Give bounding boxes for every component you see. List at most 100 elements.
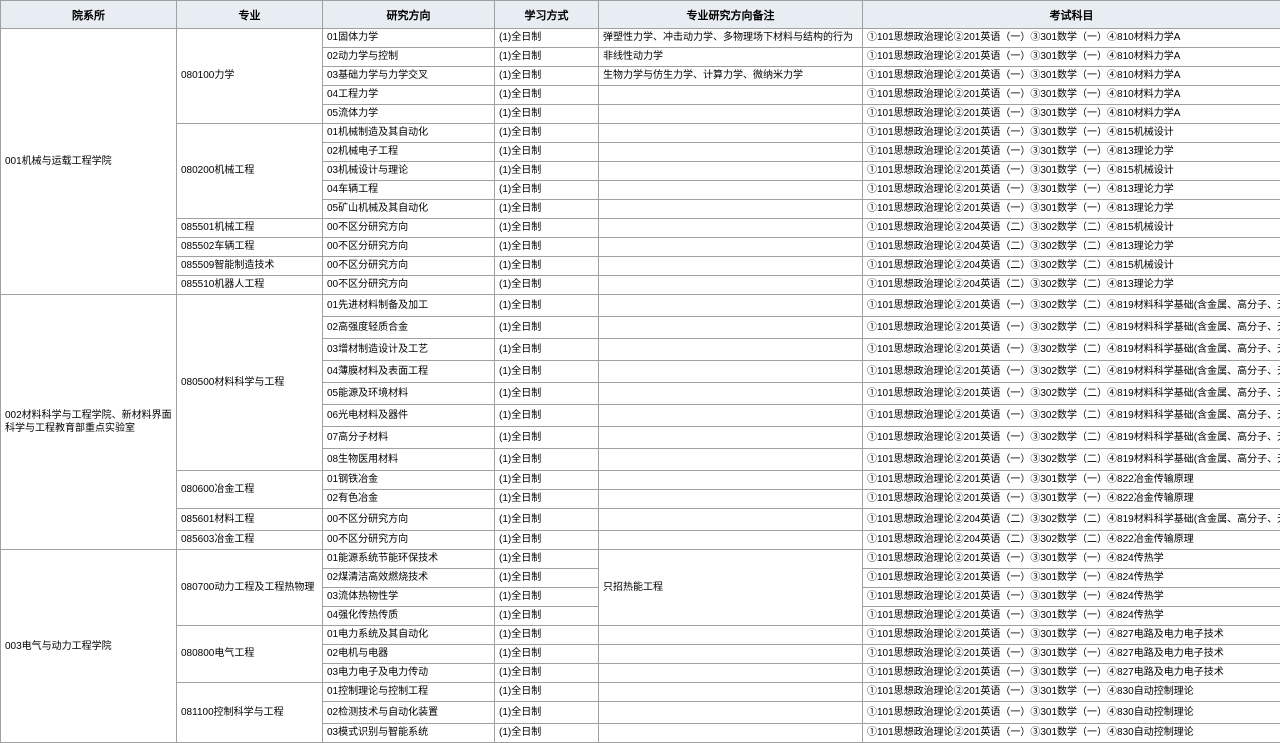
cell: 04薄膜材料及表面工程 bbox=[323, 361, 495, 383]
cell: 07高分子材料 bbox=[323, 427, 495, 449]
cell: 085502车辆工程 bbox=[177, 238, 323, 257]
cell: (1)全日制 bbox=[495, 683, 599, 702]
table-row: 085502车辆工程00不区分研究方向(1)全日制①101思想政治理论②204英… bbox=[1, 238, 1280, 257]
cell: 01电力系统及其自动化 bbox=[323, 626, 495, 645]
cell: (1)全日制 bbox=[495, 724, 599, 743]
cell: ①101思想政治理论②204英语（二）③302数学（二）④813理论力学 bbox=[863, 238, 1280, 257]
cell: (1)全日制 bbox=[495, 29, 599, 48]
cell bbox=[599, 295, 863, 317]
cell: 03基础力学与力学交叉 bbox=[323, 67, 495, 86]
table-row: 080200机械工程01机械制造及其自动化(1)全日制①101思想政治理论②20… bbox=[1, 124, 1280, 143]
cell: (1)全日制 bbox=[495, 86, 599, 105]
cell: 080500材料科学与工程 bbox=[177, 295, 323, 471]
cell: ①101思想政治理论②201英语（一）③301数学（一）④822冶金传输原理 bbox=[863, 471, 1280, 490]
cell: ①101思想政治理论②201英语（一）③301数学（一）④813理论力学 bbox=[863, 200, 1280, 219]
cell bbox=[599, 361, 863, 383]
cell: 00不区分研究方向 bbox=[323, 238, 495, 257]
cell bbox=[599, 702, 863, 724]
cell: ①101思想政治理论②201英语（一）③302数学（二）④819材料科学基础(含… bbox=[863, 449, 1280, 471]
cell: 02煤清洁高效燃烧技术 bbox=[323, 569, 495, 588]
cell bbox=[599, 490, 863, 509]
cell: ①101思想政治理论②201英语（一）③301数学（一）④810材料力学A bbox=[863, 86, 1280, 105]
col-header-1: 专业 bbox=[177, 1, 323, 29]
cell bbox=[599, 162, 863, 181]
cell: 03机械设计与理论 bbox=[323, 162, 495, 181]
cell: ①101思想政治理论②201英语（一）③301数学（一）④827电路及电力电子技… bbox=[863, 626, 1280, 645]
cell bbox=[599, 105, 863, 124]
cell bbox=[599, 683, 863, 702]
cell: (1)全日制 bbox=[495, 626, 599, 645]
cell: 05矿山机械及其自动化 bbox=[323, 200, 495, 219]
cell: 03流体热物性学 bbox=[323, 588, 495, 607]
cell: ①101思想政治理论②201英语（一）③302数学（二）④819材料科学基础(含… bbox=[863, 295, 1280, 317]
cell bbox=[599, 724, 863, 743]
cell: (1)全日制 bbox=[495, 588, 599, 607]
cell: ①101思想政治理论②201英语（一）③301数学（一）④813理论力学 bbox=[863, 143, 1280, 162]
cell: 02机械电子工程 bbox=[323, 143, 495, 162]
cell: ①101思想政治理论②201英语（一）③301数学（一）④822冶金传输原理 bbox=[863, 490, 1280, 509]
cell bbox=[599, 257, 863, 276]
cell: ①101思想政治理论②201英语（一）③301数学（一）④827电路及电力电子技… bbox=[863, 664, 1280, 683]
cell bbox=[599, 427, 863, 449]
cell: ①101思想政治理论②201英语（一）③301数学（一）④824传热学 bbox=[863, 550, 1280, 569]
cell: 085603冶金工程 bbox=[177, 531, 323, 550]
cell: 05能源及环境材料 bbox=[323, 383, 495, 405]
cell: 01钢铁冶金 bbox=[323, 471, 495, 490]
table-row: 001机械与运载工程学院080100力学01固体力学(1)全日制弹塑性力学、冲击… bbox=[1, 29, 1280, 48]
cell: (1)全日制 bbox=[495, 361, 599, 383]
cell: ①101思想政治理论②201英语（一）③302数学（二）④819材料科学基础(含… bbox=[863, 383, 1280, 405]
cell: ①101思想政治理论②201英语（一）③301数学（一）④827电路及电力电子技… bbox=[863, 645, 1280, 664]
cell: 非线性动力学 bbox=[599, 48, 863, 67]
table-row: 085603冶金工程00不区分研究方向(1)全日制①101思想政治理论②204英… bbox=[1, 531, 1280, 550]
cell: 08生物医用材料 bbox=[323, 449, 495, 471]
cell: ①101思想政治理论②201英语（一）③302数学（二）④819材料科学基础(含… bbox=[863, 427, 1280, 449]
cell bbox=[599, 449, 863, 471]
table-row: 085510机器人工程00不区分研究方向(1)全日制①101思想政治理论②204… bbox=[1, 276, 1280, 295]
table-row: 080600冶金工程01钢铁冶金(1)全日制①101思想政治理论②201英语（一… bbox=[1, 471, 1280, 490]
cell bbox=[599, 509, 863, 531]
cell: (1)全日制 bbox=[495, 295, 599, 317]
cell: 02检测技术与自动化装置 bbox=[323, 702, 495, 724]
cell: ①101思想政治理论②201英语（一）③301数学（一）④810材料力学A bbox=[863, 48, 1280, 67]
cell: (1)全日制 bbox=[495, 181, 599, 200]
cell bbox=[599, 86, 863, 105]
cell: 00不区分研究方向 bbox=[323, 531, 495, 550]
cell: (1)全日制 bbox=[495, 645, 599, 664]
cell: 085510机器人工程 bbox=[177, 276, 323, 295]
cell bbox=[599, 664, 863, 683]
cell: 04强化传热传质 bbox=[323, 607, 495, 626]
cell bbox=[599, 383, 863, 405]
cell: ①101思想政治理论②201英语（一）③302数学（二）④819材料科学基础(含… bbox=[863, 361, 1280, 383]
cell: (1)全日制 bbox=[495, 383, 599, 405]
cell: 081100控制科学与工程 bbox=[177, 683, 323, 743]
cell: 只招热能工程 bbox=[599, 550, 863, 626]
cell: (1)全日制 bbox=[495, 162, 599, 181]
cell: ①101思想政治理论②204英语（二）③302数学（二）④819材料科学基础(含… bbox=[863, 509, 1280, 531]
col-header-3: 学习方式 bbox=[495, 1, 599, 29]
cell: 01固体力学 bbox=[323, 29, 495, 48]
cell: 085509智能制造技术 bbox=[177, 257, 323, 276]
cell: (1)全日制 bbox=[495, 702, 599, 724]
cell bbox=[599, 200, 863, 219]
cell: 01机械制造及其自动化 bbox=[323, 124, 495, 143]
cell bbox=[599, 531, 863, 550]
cell: 01能源系统节能环保技术 bbox=[323, 550, 495, 569]
cell: (1)全日制 bbox=[495, 509, 599, 531]
cell: 生物力学与仿生力学、计算力学、微纳米力学 bbox=[599, 67, 863, 86]
cell: 00不区分研究方向 bbox=[323, 219, 495, 238]
cell: ①101思想政治理论②201英语（一）③302数学（二）④819材料科学基础(含… bbox=[863, 317, 1280, 339]
cell: ①101思想政治理论②201英语（一）③301数学（一）④824传热学 bbox=[863, 569, 1280, 588]
table-row: 003电气与动力工程学院080700动力工程及工程热物理01能源系统节能环保技术… bbox=[1, 550, 1280, 569]
cell bbox=[599, 645, 863, 664]
cell: ①101思想政治理论②204英语（二）③302数学（二）④813理论力学 bbox=[863, 276, 1280, 295]
table-row: 002材料科学与工程学院、新材料界面科学与工程教育部重点实验室080500材料科… bbox=[1, 295, 1280, 317]
cell: ①101思想政治理论②201英语（一）③301数学（一）④813理论力学 bbox=[863, 181, 1280, 200]
cell: ①101思想政治理论②204英语（二）③302数学（二）④815机械设计 bbox=[863, 219, 1280, 238]
cell: (1)全日制 bbox=[495, 664, 599, 683]
cell: 02电机与电器 bbox=[323, 645, 495, 664]
cell bbox=[599, 238, 863, 257]
cell: (1)全日制 bbox=[495, 276, 599, 295]
cell: ①101思想政治理论②201英语（一）③301数学（一）④810材料力学A bbox=[863, 67, 1280, 86]
cell: (1)全日制 bbox=[495, 607, 599, 626]
cell: 085601材料工程 bbox=[177, 509, 323, 531]
